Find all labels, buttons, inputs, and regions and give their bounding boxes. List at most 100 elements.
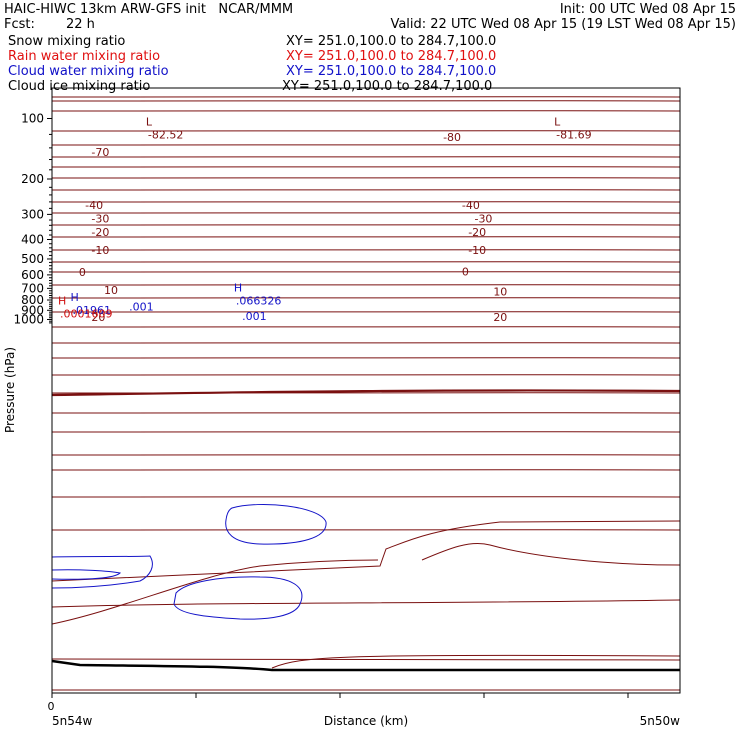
temperature-label: -20 xyxy=(91,226,109,239)
isotherm xyxy=(51,326,681,328)
temperature-label: -82.52 xyxy=(148,129,183,142)
isotherm xyxy=(51,357,681,359)
isotherm xyxy=(271,654,681,669)
temperature-label: -20 xyxy=(468,226,486,239)
y-tick-label: 1000 xyxy=(13,312,44,326)
isotherm xyxy=(51,100,681,102)
y-tick-label: 600 xyxy=(21,268,44,282)
y-tick-label: 200 xyxy=(21,172,44,186)
cloud-water-contour xyxy=(51,569,122,580)
field-xy-cloud-water: XY= 251.0,100.0 to 284.7,100.0 xyxy=(286,64,497,79)
field-label-cloud-ice: Cloud ice mixing ratio xyxy=(8,79,151,94)
isotherm xyxy=(51,271,681,273)
field-xy-snow: XY= 251.0,100.0 to 284.7,100.0 xyxy=(286,34,497,49)
field-label-rain: Rain water mixing ratio xyxy=(8,49,161,64)
y-tick-label: 500 xyxy=(21,252,44,266)
x-right-label: 5n50w xyxy=(640,714,681,728)
x-left-label: 5n54w xyxy=(52,714,93,728)
x-origin-label: 0 xyxy=(48,700,55,713)
isotherm xyxy=(51,130,681,132)
isotherm-zero xyxy=(51,389,681,397)
cloud-water-contour xyxy=(173,576,303,620)
isotherm xyxy=(51,412,681,414)
plot-frame xyxy=(51,87,681,694)
fcst-label: Fcst: xyxy=(4,17,35,32)
isotherm xyxy=(51,212,681,214)
isotherm xyxy=(51,201,681,203)
temperature-label: -40 xyxy=(462,199,480,212)
temperature-label: 10 xyxy=(104,284,118,297)
temperature-label: -40 xyxy=(85,199,103,212)
isotherm xyxy=(51,236,681,238)
temperature-label: -80 xyxy=(443,131,461,144)
isotherm xyxy=(51,284,681,286)
isotherm xyxy=(51,224,681,226)
y-axis-label: Pressure (hPa) xyxy=(3,347,17,433)
surface-pressure-line xyxy=(51,659,680,672)
isotherm xyxy=(51,454,681,456)
y-tick-label: 900 xyxy=(21,303,44,317)
y-tick-label: 700 xyxy=(21,281,44,295)
cloud-water-label: .001 xyxy=(129,301,154,314)
isotherm xyxy=(51,110,681,112)
isotherm xyxy=(51,96,681,98)
isotherm xyxy=(51,658,681,661)
temperature-label: -81.69 xyxy=(556,129,591,142)
y-tick-label: 300 xyxy=(21,207,44,221)
temperature-label-mark: L xyxy=(146,116,153,129)
isotherm xyxy=(51,177,681,179)
y-tick-label: 100 xyxy=(21,112,44,126)
contour-labels: L-82.52L-81.69-80-70-40 -40-30 -30-20 -20-1… xyxy=(58,116,592,324)
isotherm xyxy=(51,599,681,608)
temperature-label: -30 xyxy=(474,212,492,225)
field-xy-cloud-ice: XY= 251.0,100.0 to 284.7,100.0 xyxy=(282,79,493,94)
temperature-contours xyxy=(51,96,681,691)
valid-time: Valid: 22 UTC Wed 08 Apr 15 (19 LST Wed … xyxy=(390,17,736,32)
isotherm xyxy=(51,144,681,146)
isotherm xyxy=(51,311,681,313)
isotherm xyxy=(51,431,681,433)
isotherm xyxy=(51,496,681,498)
temperature-label: 20 xyxy=(493,311,507,324)
temperature-label: -10 xyxy=(91,244,109,257)
isotherm xyxy=(51,469,681,471)
temperature-label: -70 xyxy=(91,146,109,159)
title-left: HAIC-HIWC 13km ARW-GFS init NCAR/MMM xyxy=(4,2,294,17)
rain-water-label: .0001609 xyxy=(60,307,113,320)
temperature-label: 20 xyxy=(91,311,105,324)
temperature-label: 0 xyxy=(462,265,469,278)
isotherm xyxy=(51,261,681,263)
cloud-water-label-mark: H xyxy=(234,282,242,295)
field-xy-rain: XY= 251.0,100.0 to 284.7,100.0 xyxy=(286,49,497,64)
isotherm xyxy=(51,156,681,158)
cloud-water-contour xyxy=(51,555,153,589)
temperature-label: -30 xyxy=(91,212,109,225)
isotherm xyxy=(421,542,681,566)
cloud-water-contour xyxy=(225,503,327,545)
isotherm xyxy=(51,297,681,299)
isotherm xyxy=(51,249,681,251)
cloud-water-label: .001 xyxy=(242,310,267,323)
isotherm xyxy=(51,559,379,625)
temperature-label-mark: L xyxy=(554,116,561,129)
init-time: Init: 00 UTC Wed 08 Apr 15 xyxy=(559,2,736,17)
isotherm xyxy=(51,189,681,191)
ground-line xyxy=(51,659,680,672)
x-axis xyxy=(51,693,629,698)
temperature-label: 10 xyxy=(493,286,507,299)
temperature-label: 0 xyxy=(79,266,86,279)
isotherm xyxy=(51,520,681,582)
rain-water-label-mark: H xyxy=(58,294,66,307)
y-tick-label: 400 xyxy=(21,233,44,247)
y-tick-label: 800 xyxy=(21,293,44,307)
cloud-water-label: .066326 xyxy=(236,295,282,308)
field-label-snow: Snow mixing ratio xyxy=(8,34,126,49)
isotherm xyxy=(51,529,681,531)
cloud-water-contours xyxy=(51,503,327,620)
x-axis-label: Distance (km) xyxy=(324,714,408,728)
isotherm xyxy=(51,342,681,344)
cloud-water-label-mark: H xyxy=(71,291,79,304)
temperature-label: -10 xyxy=(468,244,486,257)
